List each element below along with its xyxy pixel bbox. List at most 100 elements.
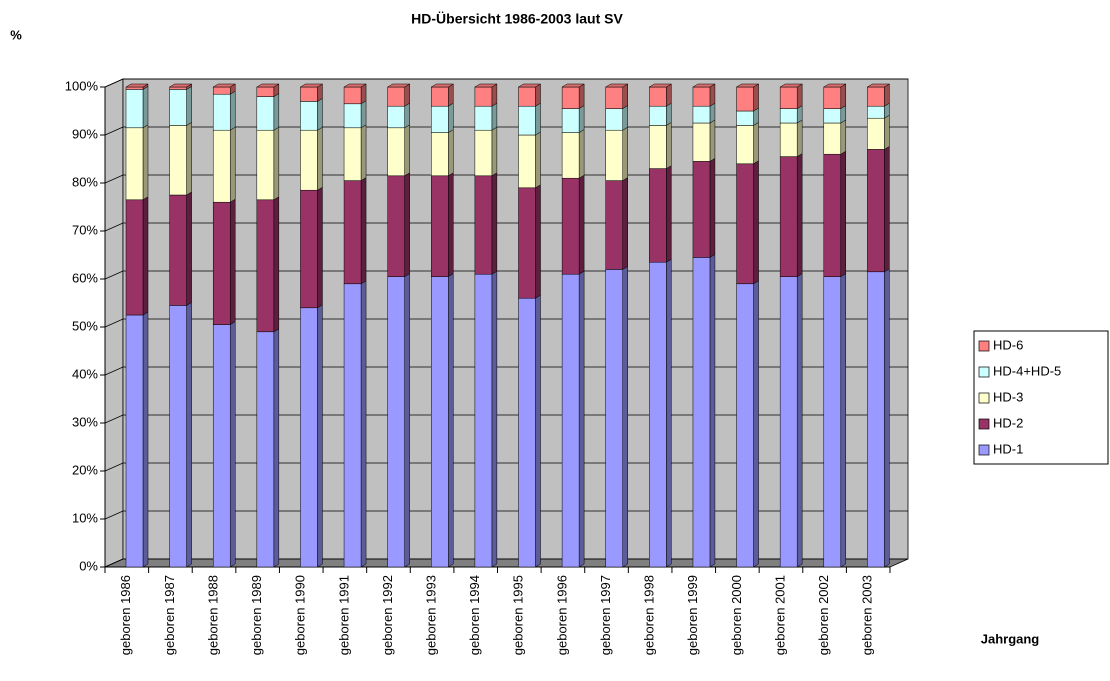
x-tick-label: geboren 2001 (772, 575, 787, 655)
bar-segment (561, 273, 580, 568)
bar-segment (125, 199, 144, 316)
bar-side (796, 153, 803, 278)
y-tick-label: 30% (72, 414, 98, 429)
y-tick-label: 70% (72, 222, 98, 237)
bar-top (299, 83, 324, 88)
bar-side (535, 131, 541, 189)
bar-side (448, 102, 454, 134)
bar-side (360, 280, 367, 568)
bar-side (186, 85, 192, 126)
bar-side (360, 83, 367, 105)
bar-segment (779, 122, 798, 157)
x-tick-label: geboren 1993 (424, 575, 439, 655)
bar-segment (169, 89, 187, 126)
bar-segment (212, 86, 231, 95)
bar-side (491, 83, 498, 107)
bar-segment (605, 108, 623, 131)
grid-line (104, 78, 908, 88)
x-tick-label: geboren 2000 (729, 575, 744, 655)
bar-segment (474, 273, 493, 568)
bar-side (666, 83, 672, 107)
bar-side (273, 93, 280, 131)
bar-side (709, 83, 716, 107)
bar-segment (431, 276, 449, 568)
bar-side (840, 273, 847, 568)
bar-side (578, 174, 585, 275)
bar-side (404, 102, 410, 129)
bar-segment (649, 105, 667, 126)
y-axis-label: % (10, 27, 22, 42)
bar-top (255, 83, 280, 88)
bar-top (473, 83, 498, 88)
bar-segment (736, 163, 754, 285)
bar-side (884, 114, 890, 150)
bar-side (709, 102, 716, 124)
bar-top (779, 83, 804, 88)
bar-segment (169, 305, 187, 568)
bar-segment (518, 86, 536, 107)
bar-segment (867, 117, 885, 150)
bar-segment (736, 283, 754, 568)
bar-top (125, 83, 149, 88)
bar-segment (736, 86, 754, 112)
bar-segment (212, 201, 231, 325)
bar-segment (649, 86, 667, 107)
bar-top (692, 83, 716, 88)
y-tick-label: 100% (65, 78, 99, 93)
bar-segment (692, 257, 711, 568)
bar-side (317, 97, 323, 131)
bar-side (491, 102, 498, 131)
bar-segment (125, 127, 144, 201)
x-tick-label: geboren 1987 (162, 575, 177, 655)
bar-side (796, 119, 803, 158)
bar-side (535, 102, 541, 136)
bar-side (404, 83, 410, 107)
bar-segment (212, 129, 231, 203)
x-tick-label: geboren 1998 (642, 575, 657, 655)
bar-segment (387, 86, 405, 107)
bar-side (753, 83, 759, 112)
legend-label: HD-1 (993, 441, 1023, 456)
bar-top (735, 83, 760, 88)
bar-segment (387, 276, 405, 568)
bar-side (666, 165, 672, 263)
bar-side (186, 121, 192, 196)
bar-side (840, 119, 847, 155)
bar-side (535, 83, 541, 107)
bar-side (142, 196, 149, 316)
bar-segment (300, 129, 318, 191)
bar-side (229, 198, 236, 326)
bar-top (822, 83, 847, 88)
grid-line (104, 366, 908, 376)
bar-top (604, 83, 629, 88)
bar-segment (518, 105, 536, 136)
bar-segment (779, 86, 798, 109)
bar-segment (343, 283, 362, 568)
bar-segment (125, 314, 144, 568)
x-tick-label: geboren 1988 (205, 575, 220, 655)
bar-side (142, 311, 149, 568)
bar-top (212, 83, 237, 88)
bar-side (142, 85, 149, 129)
bar-segment (518, 187, 536, 299)
legend-swatch (978, 392, 990, 404)
grid-line (104, 126, 908, 136)
y-tick-label: 10% (72, 510, 98, 525)
grid-line (104, 222, 908, 232)
bar-side (404, 124, 410, 177)
bar-segment (256, 129, 275, 201)
x-tick-label: geboren 2003 (860, 575, 875, 655)
bar-side (404, 172, 410, 278)
bar-side (666, 258, 672, 568)
bar-segment (343, 180, 362, 285)
bar-side (840, 150, 847, 278)
bar-top (343, 83, 367, 88)
bar-side (840, 83, 847, 110)
bar-segment (867, 86, 885, 107)
bar-segment (474, 86, 493, 107)
bar-side (666, 121, 672, 170)
x-tick-label: geboren 2002 (816, 575, 831, 655)
bar-side (448, 273, 454, 568)
bar-side (578, 270, 585, 568)
